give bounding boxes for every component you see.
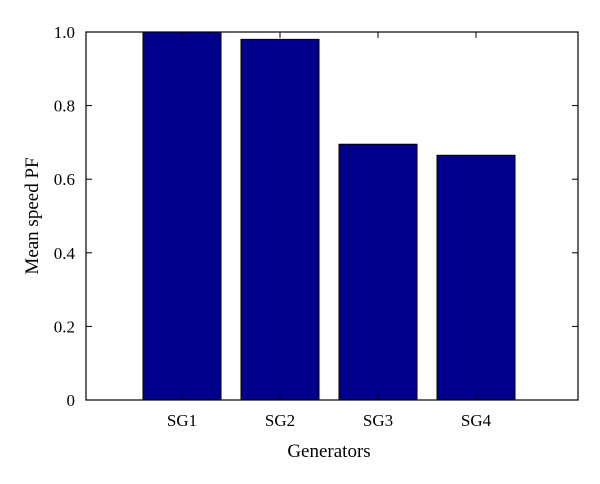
y-axis: 0 0.2 0.4 0.6 0.8 1.0 (54, 23, 578, 410)
y-tick-label: 0.8 (54, 97, 75, 116)
bar-sg1 (142, 31, 222, 401)
y-tick-label: 0.2 (54, 317, 75, 336)
x-tick-label: SG4 (461, 411, 492, 430)
x-tick-label: SG1 (167, 411, 197, 430)
x-axis-title: Generators (287, 441, 370, 462)
y-tick-label: 1.0 (54, 23, 75, 42)
y-axis-title: Mean speed PF (22, 157, 43, 274)
bar-sg4 (436, 154, 516, 401)
x-axis: SG1 SG2 SG3 SG4 (167, 32, 492, 430)
x-tick-label: SG3 (363, 411, 393, 430)
plot-frame (85, 31, 579, 401)
x-tick-label: SG2 (265, 411, 295, 430)
bar-sg3 (338, 143, 418, 401)
bar-sg2 (240, 38, 320, 401)
y-tick-label: 0.4 (54, 244, 76, 263)
y-tick-label: 0 (67, 391, 76, 410)
bars-group (142, 31, 516, 401)
y-tick-label: 0.6 (54, 170, 75, 189)
